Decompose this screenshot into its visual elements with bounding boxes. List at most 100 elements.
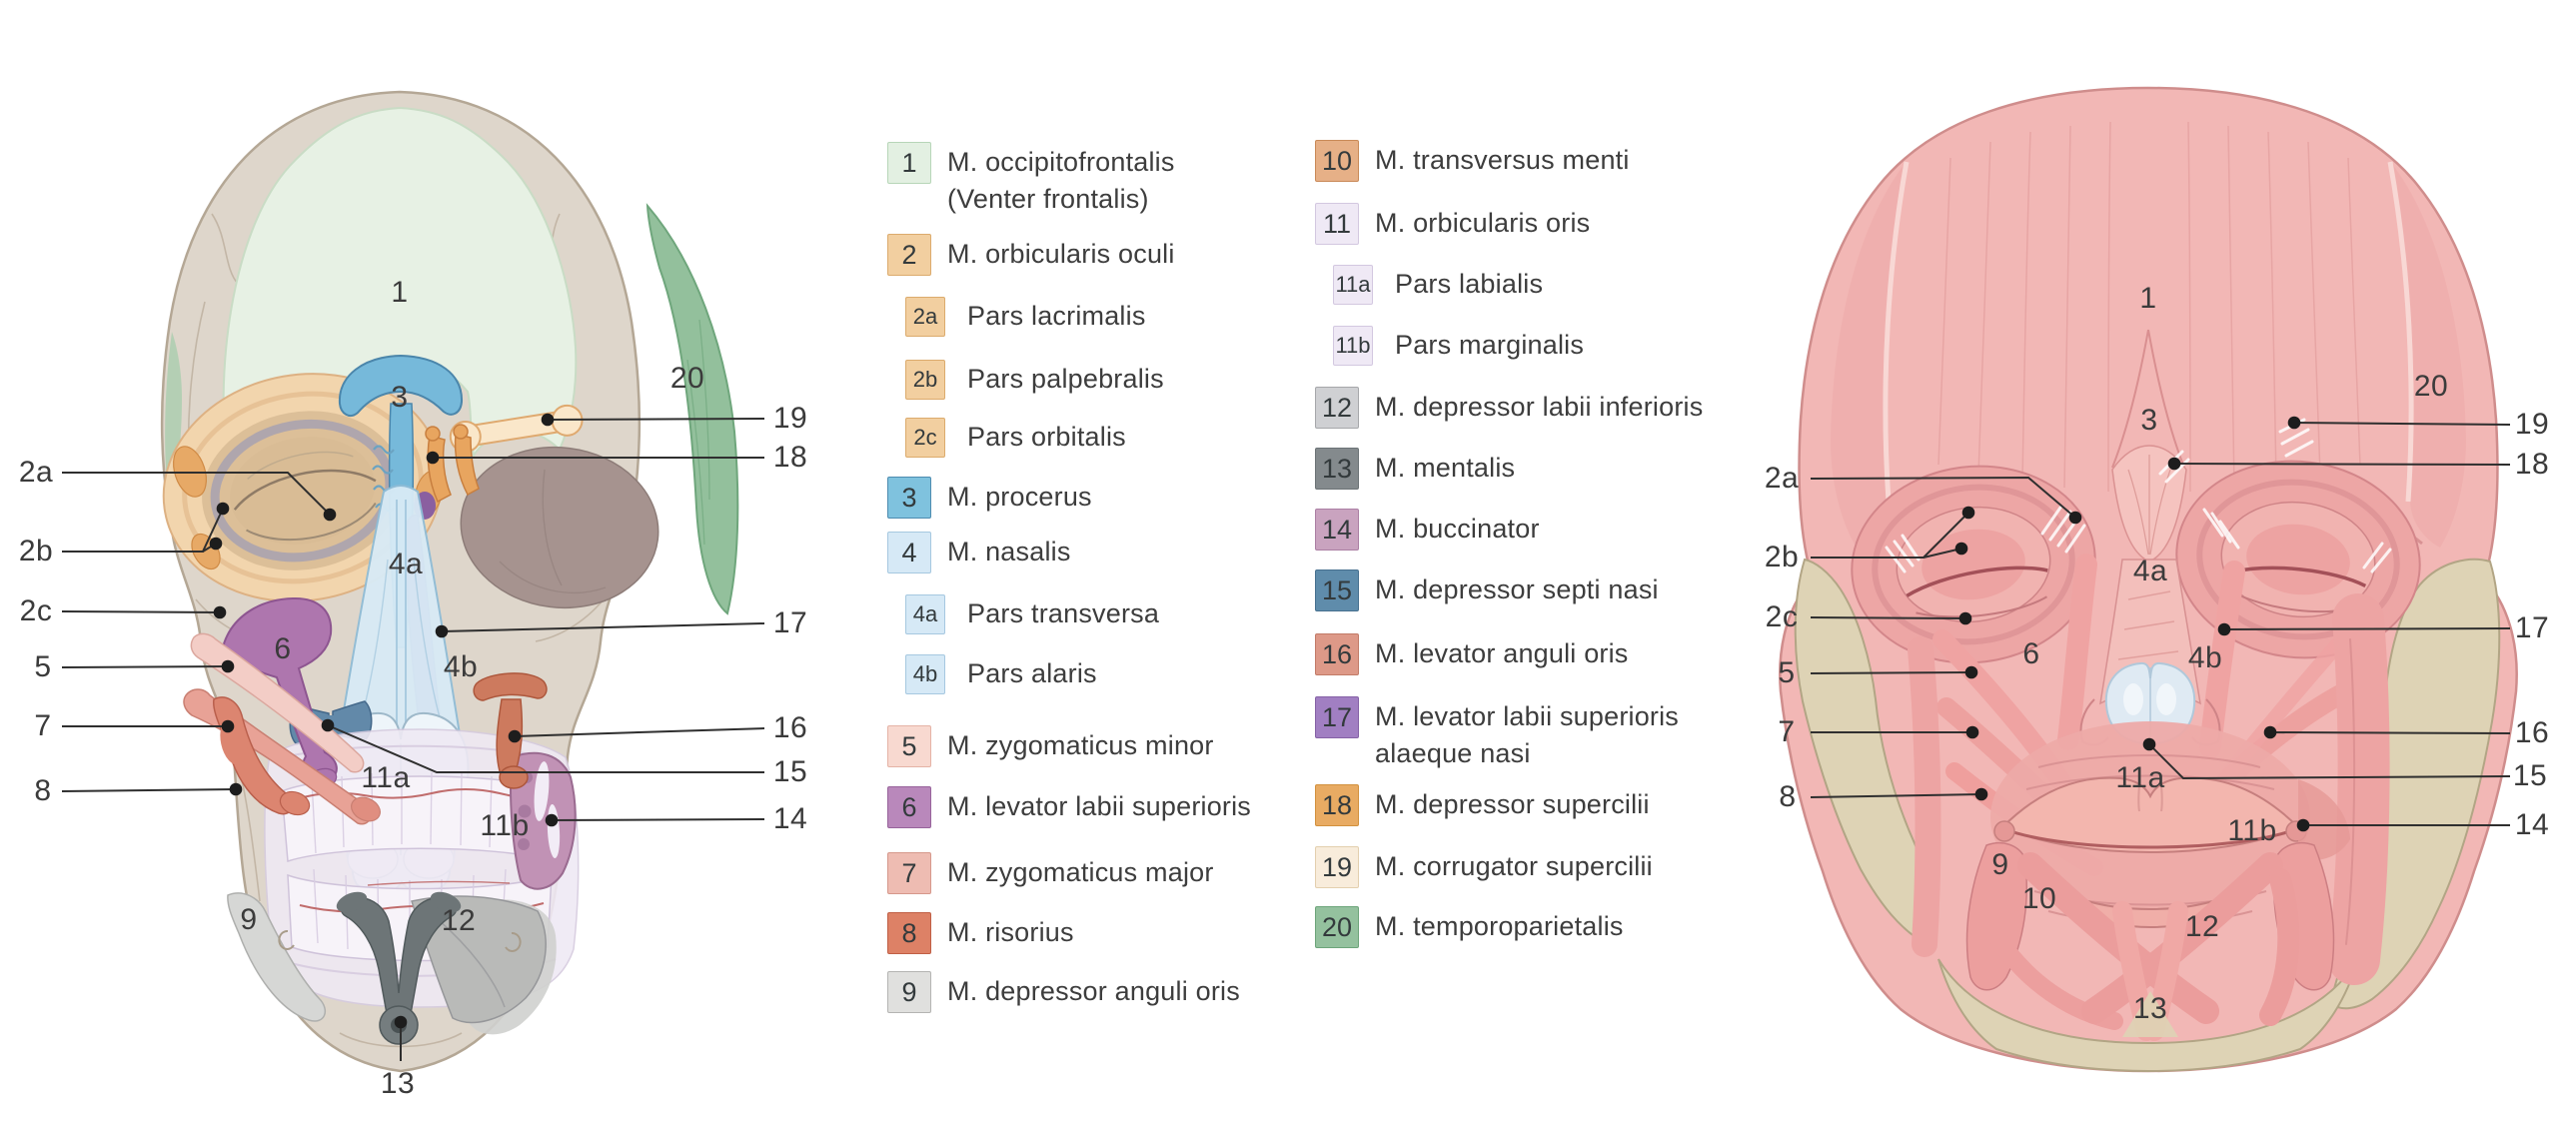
- leader-dot: [545, 813, 559, 827]
- legend-number: 11: [1322, 208, 1352, 239]
- leader-line: [61, 665, 229, 668]
- figure-label-right-8: 8: [1779, 780, 1797, 813]
- legend-label-4a: Pars transversa: [967, 598, 1160, 628]
- alaeque-strap-left: [2057, 554, 2097, 750]
- leader-line: [1923, 548, 1962, 559]
- leader-line: [1810, 793, 1982, 798]
- legend-swatch-4b: 4b: [905, 654, 945, 694]
- mouth-line: [2003, 827, 2297, 849]
- skull-illustration: [160, 90, 739, 1073]
- leader-line: [1810, 476, 2076, 519]
- philtrum-lines: [2137, 784, 2163, 812]
- legend-number: 11a: [1335, 272, 1371, 297]
- legend-number: 16: [1321, 638, 1353, 669]
- legend-number: 9: [901, 976, 917, 1007]
- legend-label-3: M. procerus: [947, 482, 1092, 512]
- temporoparietalis-veins: [686, 319, 710, 546]
- legend-label-2: M. orbicularis oculi: [947, 239, 1175, 269]
- figure-label-left-9: 9: [240, 903, 258, 936]
- white-fiber-patches: [1885, 418, 2392, 573]
- leader-dot: [1974, 787, 1988, 801]
- leader-dot: [2068, 511, 2082, 525]
- alaeque-strap-right: [2199, 561, 2245, 758]
- mental-foramen-curls: [278, 929, 522, 952]
- figure-label-right-2b: 2b: [1764, 541, 1800, 573]
- legend-swatch-6: 6: [887, 786, 931, 828]
- figure-label-right-9: 9: [1991, 848, 2009, 881]
- legend-label-19: M. corrugator supercilii: [1375, 851, 1653, 881]
- legend-swatch-1: 1: [887, 142, 931, 184]
- legend-number: 3: [901, 482, 917, 513]
- left-eye-rings: [1851, 465, 2096, 664]
- legend-number: 13: [1321, 453, 1353, 484]
- figure-label-right-15: 15: [2512, 759, 2548, 792]
- figure-label-left-7: 7: [34, 709, 52, 742]
- legend-label-2a: Pars lacrimalis: [967, 301, 1146, 331]
- nasalis-chevrons: [2117, 590, 2179, 660]
- figure-label-left-4b: 4b: [443, 650, 479, 683]
- figure-label-right-2c: 2c: [1765, 600, 1799, 633]
- mentalis-shape: [336, 891, 462, 1045]
- figure-label-left-16: 16: [772, 711, 808, 744]
- leader-dot: [426, 451, 440, 465]
- dli-fan-right: [2259, 868, 2300, 1026]
- leader-dot: [2287, 416, 2301, 430]
- legend-label-2b: Pars palpebralis: [967, 364, 1164, 394]
- leader-dot: [213, 605, 227, 619]
- legend-label-10: M. transversus menti: [1375, 145, 1630, 175]
- figure-label-right-11b: 11b: [2227, 814, 2277, 847]
- legend-label-14: M. buccinator: [1375, 514, 1540, 544]
- leader-line: [1810, 616, 1966, 619]
- left-jaw-band: [1908, 636, 1941, 957]
- leader-line: [61, 788, 237, 792]
- figure-label-left-2b: 2b: [18, 535, 54, 567]
- depressor-labii-shape: [411, 895, 547, 1024]
- figure-label-right-7: 7: [1778, 715, 1796, 748]
- leader-line: [2293, 422, 2511, 426]
- figure-label-right-1: 1: [2139, 282, 2157, 315]
- legend-number: 17: [1321, 701, 1353, 732]
- legend-label-18: M. depressor supercilii: [1375, 789, 1650, 819]
- legend-swatch-11b: 11b: [1333, 326, 1373, 366]
- leader-line: [327, 724, 764, 773]
- legend-number: 20: [1321, 911, 1353, 942]
- leader-line: [2269, 731, 2511, 734]
- legend-swatch-15: 15: [1315, 569, 1359, 611]
- figure-label-right-11a: 11a: [2115, 761, 2165, 794]
- legend-label-7: M. zygomaticus major: [947, 857, 1214, 887]
- legend-label-17: M. levator labii superioris: [1375, 701, 1680, 731]
- leader-line: [547, 418, 765, 421]
- figure-label-right-20: 20: [2413, 370, 2449, 403]
- figure-label-left-17: 17: [772, 606, 808, 639]
- leader-dot: [2217, 622, 2231, 636]
- legend-swatch-13: 13: [1315, 448, 1359, 490]
- legend-label-16: M. levator anguli oris: [1375, 638, 1629, 668]
- leader-lines-layer: [61, 413, 2511, 1061]
- legend-label-8: M. risorius: [947, 917, 1074, 947]
- legend-number: 2a: [912, 304, 938, 329]
- legend-swatch-16: 16: [1315, 633, 1359, 675]
- legend-swatch-11a: 11a: [1333, 265, 1373, 305]
- figure-label-left-18: 18: [772, 441, 808, 474]
- legend-swatch-4a: 4a: [905, 594, 945, 634]
- figure-label-left-2a: 2a: [18, 456, 54, 489]
- masseter-band: [2328, 593, 2390, 985]
- jaw-bone-band: [1937, 958, 2359, 1073]
- legend-label-20: M. temporoparietalis: [1375, 911, 1624, 941]
- legend-swatch-2: 2: [887, 234, 931, 276]
- depressor-labii-line: [437, 918, 506, 1008]
- chin-bone-gap: [2122, 991, 2178, 1037]
- legend-number: 15: [1321, 574, 1353, 605]
- leader-line: [514, 727, 765, 737]
- legend-label2-17: alaeque nasi: [1375, 738, 1531, 768]
- leader-dot: [216, 502, 230, 516]
- legend-label-11a: Pars labialis: [1395, 269, 1544, 299]
- legend-label2-1: (Venter frontalis): [947, 184, 1149, 214]
- figure-label-right-5: 5: [1778, 656, 1796, 689]
- legend-swatch-2c: 2c: [905, 418, 945, 458]
- legend-number: 8: [901, 917, 917, 948]
- figure-label-right-10: 10: [2021, 882, 2057, 915]
- mouth-corner-knot-left: [1993, 820, 2015, 842]
- procerus-crown: [338, 354, 464, 417]
- legend-swatch-3: 3: [887, 477, 931, 519]
